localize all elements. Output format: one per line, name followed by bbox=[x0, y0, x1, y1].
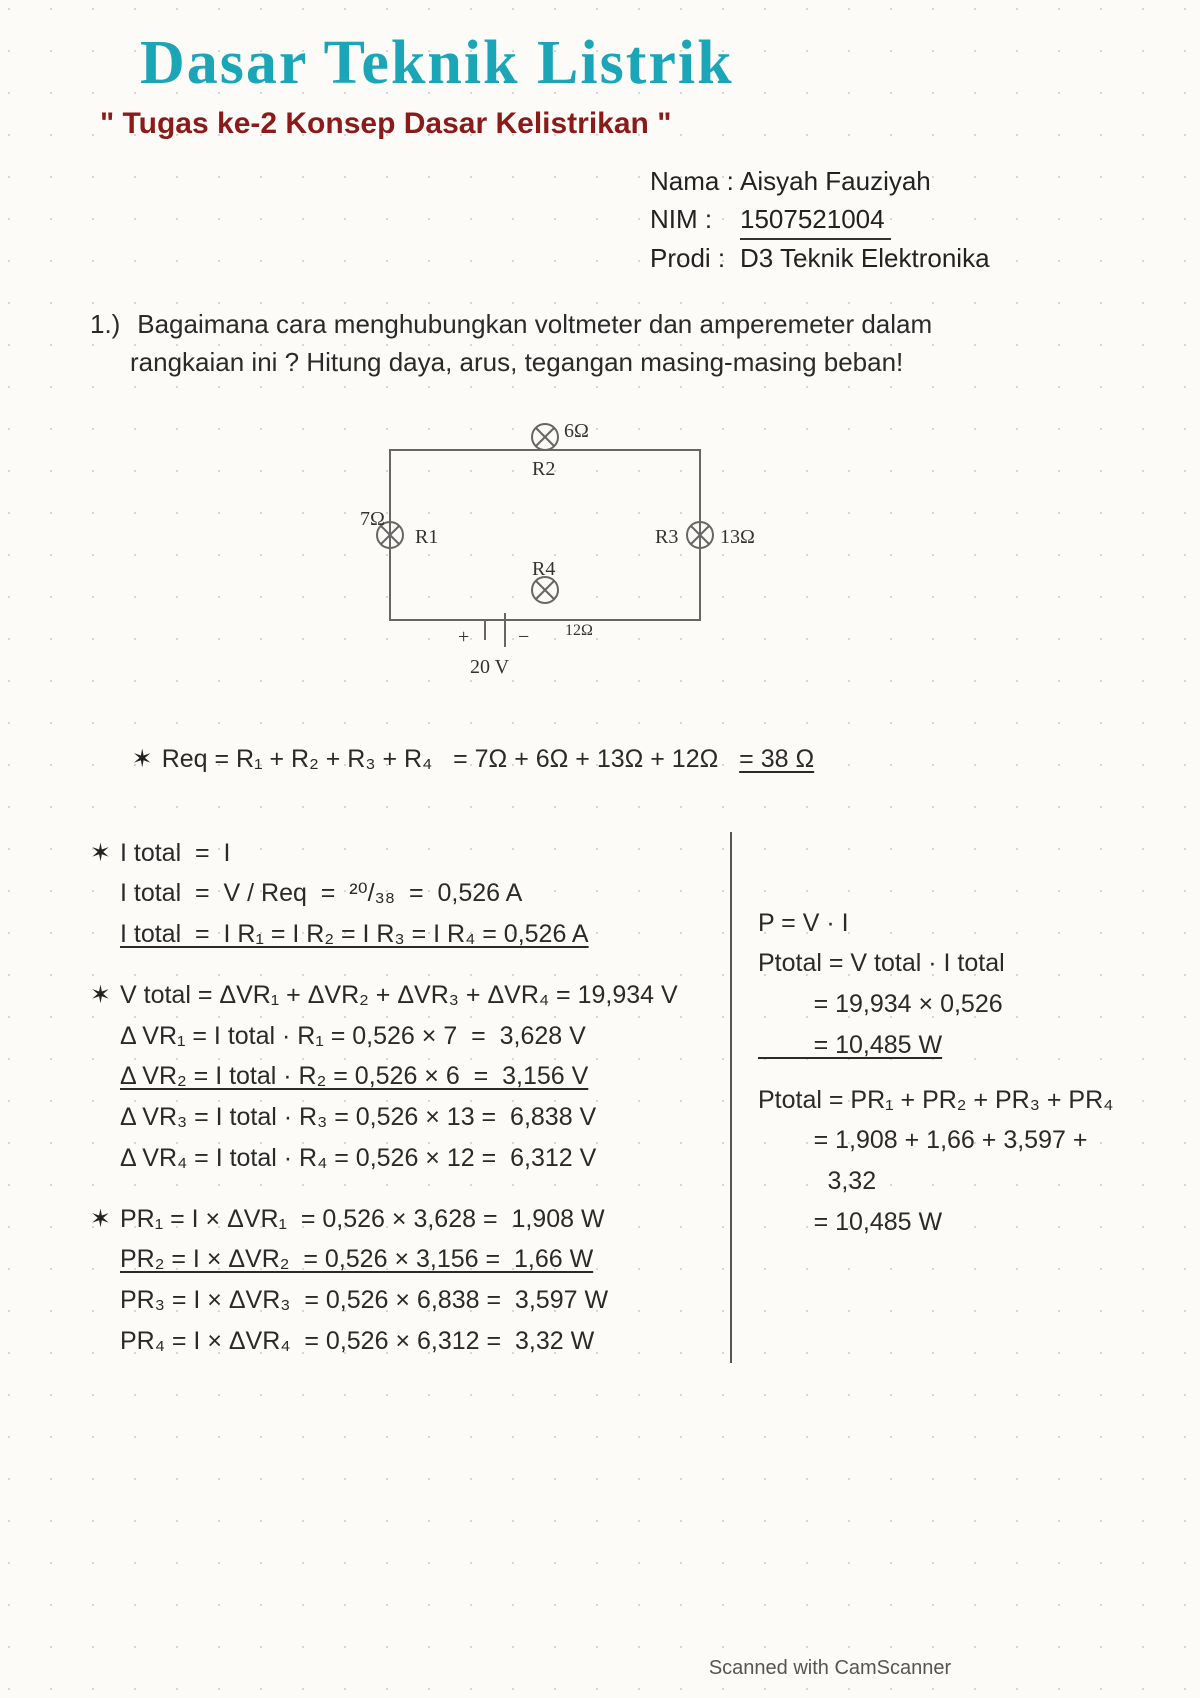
voltage-label: 20 V bbox=[470, 656, 510, 678]
scanner-watermark: Scanned with CamScanner bbox=[0, 1657, 1200, 1680]
question-line2: rangkaian ini ? Hitung daya, arus, tegan… bbox=[130, 344, 903, 382]
power-l3: PR₃ = I × ΔVR₃ = 0,526 × 6,838 = 3,597 W bbox=[120, 1286, 608, 1314]
vtotal-l5: Δ VR₄ = I total · R₄ = 0,526 × 12 = 6,31… bbox=[120, 1144, 596, 1172]
r1-label: R1 bbox=[415, 526, 438, 548]
itotal-l2: I total = V / Req = ²⁰/₃₈ = 0,526 A bbox=[120, 879, 522, 907]
ptotal-sum-formula: Ptotal = PR₁ + PR₂ + PR₃ + PR₄ bbox=[758, 1081, 1140, 1120]
r3-label: R3 bbox=[655, 526, 678, 548]
nim-label: NIM : bbox=[650, 201, 740, 241]
r2-value: 6Ω bbox=[564, 420, 589, 442]
vtotal-l1: V total = ΔVR₁ + ΔVR₂ + ΔVR₃ + ΔVR₄ = 19… bbox=[120, 981, 678, 1009]
main-title: Dasar Teknik Listrik bbox=[140, 28, 1140, 99]
left-column: ✶I total = I I total = V / Req = ²⁰/₃₈ =… bbox=[90, 832, 730, 1363]
nama-value: Aisyah Fauziyah bbox=[740, 163, 931, 201]
vtotal-l3: Δ VR₂ = I total · R₂ = 0,526 × 6 = 3,156… bbox=[120, 1062, 588, 1090]
req-lhs: Req = R₁ + R₂ + R₃ + R₄ bbox=[162, 745, 433, 773]
student-identity: Nama : Aisyah Fauziyah NIM : 1507521004 … bbox=[650, 163, 1140, 278]
vtotal-l4: Δ VR₃ = I total · R₃ = 0,526 × 13 = 6,83… bbox=[120, 1103, 596, 1131]
question-line1: Bagaimana cara menghubungkan voltmeter d… bbox=[137, 309, 932, 339]
r2-label: R2 bbox=[532, 458, 555, 480]
r4-value: 12Ω bbox=[565, 622, 593, 639]
vtotal-l2: Δ VR₁ = I total · R₁ = 0,526 × 7 = 3,628… bbox=[120, 1022, 586, 1050]
power-l2: PR₂ = I × ΔVR₂ = 0,526 × 3,156 = 1,66 W bbox=[120, 1245, 593, 1273]
right-column: P = V · I Ptotal = V total · I total = 1… bbox=[730, 832, 1140, 1363]
ptotal-formula: Ptotal = V total · I total bbox=[758, 944, 1140, 983]
battery-minus: − bbox=[518, 626, 529, 648]
battery-plus: + bbox=[458, 626, 469, 648]
nama-label: Nama : bbox=[650, 163, 740, 201]
bullet-star-icon: ✶ bbox=[90, 976, 120, 1015]
circuit-diagram: 6Ω R2 7Ω R1 R3 13Ω R4 12Ω + − 20 V bbox=[330, 395, 1140, 695]
ptotal-result1: = 10,485 W bbox=[758, 1026, 1140, 1065]
req-line: ✶Req = R₁ + R₂ + R₃ + R₄ = 7Ω + 6Ω + 13Ω… bbox=[90, 701, 1140, 817]
assignment-subtitle: " Tugas ke-2 Konsep Dasar Kelistrikan " bbox=[100, 107, 1140, 141]
prodi-label: Prodi : bbox=[650, 240, 740, 278]
page-content: Dasar Teknik Listrik " Tugas ke-2 Konsep… bbox=[0, 0, 1200, 1363]
itotal-l3: I total = I R₁ = I R₂ = I R₃ = I R₄ = 0,… bbox=[120, 920, 589, 948]
calculations: ✶Req = R₁ + R₂ + R₃ + R₄ = 7Ω + 6Ω + 13Ω… bbox=[90, 701, 1140, 1362]
watermark-text: Scanned with CamScanner bbox=[249, 1657, 951, 1680]
req-result: = 38 Ω bbox=[739, 745, 814, 773]
bullet-star-icon: ✶ bbox=[90, 834, 120, 873]
ptotal-sum-calc1: = 1,908 + 1,66 + 3,597 + bbox=[758, 1121, 1140, 1160]
itotal-l1: I total = I bbox=[120, 839, 230, 867]
r1-value: 7Ω bbox=[360, 508, 385, 530]
ptotal-sum-calc2: 3,32 bbox=[758, 1162, 1140, 1201]
ptotal-calc1: = 19,934 × 0,526 bbox=[758, 985, 1140, 1024]
r3-value: 13Ω bbox=[720, 526, 755, 548]
ptotal-result2: = 10,485 W bbox=[758, 1203, 1140, 1242]
nim-value: 1507521004 bbox=[740, 201, 891, 241]
bullet-star-icon: ✶ bbox=[132, 740, 162, 779]
prodi-value: D3 Teknik Elektronika bbox=[740, 240, 990, 278]
req-mid: = 7Ω + 6Ω + 13Ω + 12Ω bbox=[453, 745, 718, 773]
question-1: 1.) Bagaimana cara menghubungkan voltmet… bbox=[90, 306, 1140, 381]
power-l4: PR₄ = I × ΔVR₄ = 0,526 × 6,312 = 3,32 W bbox=[120, 1327, 594, 1355]
p-formula: P = V · I bbox=[758, 904, 1140, 943]
r4-label: R4 bbox=[532, 558, 555, 580]
power-l1: PR₁ = I × ΔVR₁ = 0,526 × 3,628 = 1,908 W bbox=[120, 1205, 605, 1233]
bullet-star-icon: ✶ bbox=[90, 1200, 120, 1239]
question-number: 1.) bbox=[90, 306, 130, 344]
